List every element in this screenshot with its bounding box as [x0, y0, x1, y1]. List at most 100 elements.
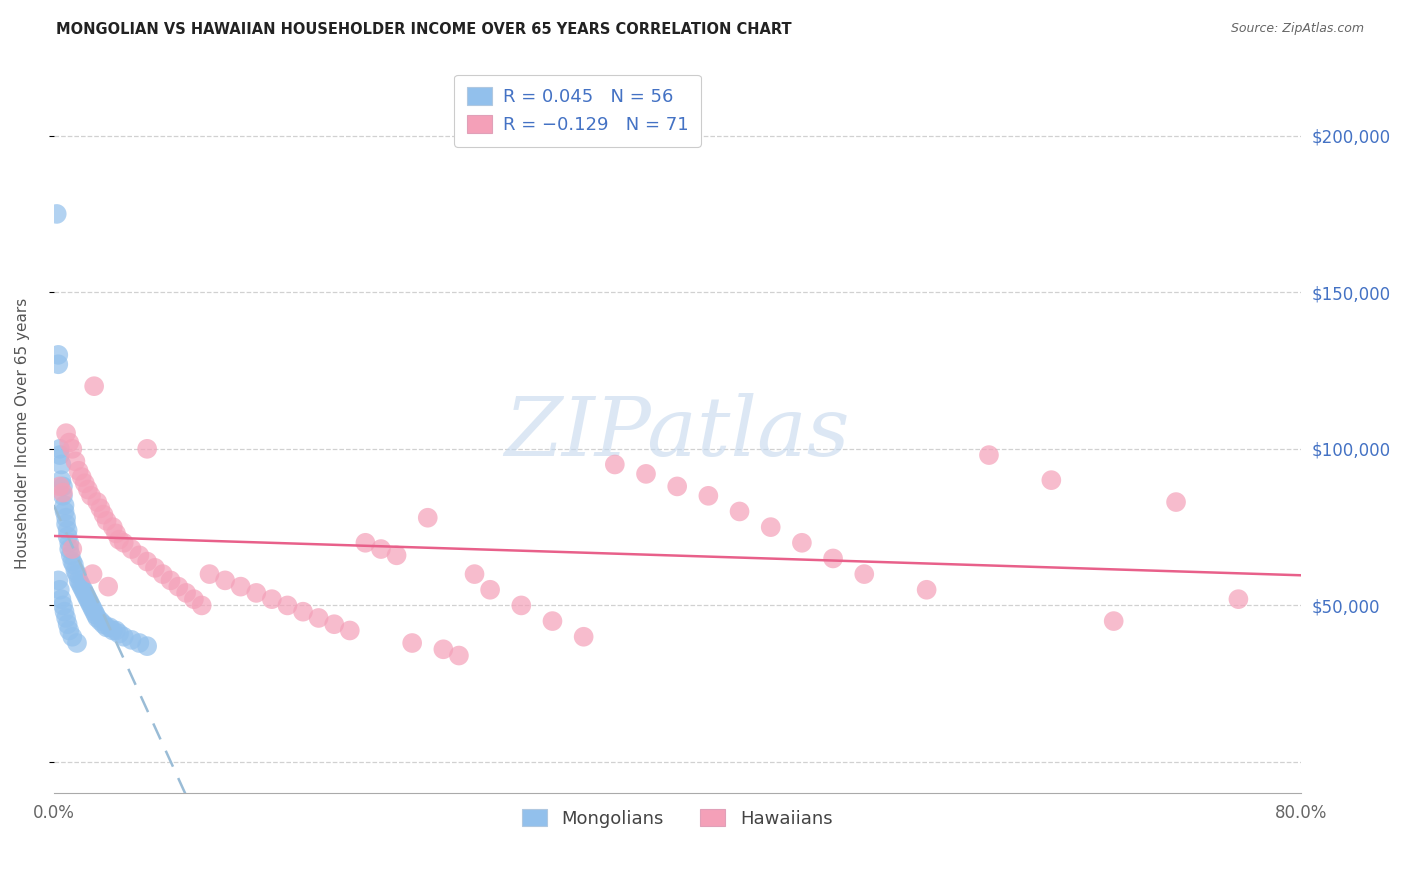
- Point: [1102, 614, 1125, 628]
- Point: [52, 599, 75, 613]
- Point: [55, 611, 77, 625]
- Point: [97, 580, 120, 594]
- Point: [56, 529, 79, 543]
- Point: [401, 636, 423, 650]
- Point: [70, 470, 93, 484]
- Point: [72, 582, 94, 597]
- Point: [121, 632, 143, 647]
- Point: [136, 555, 159, 569]
- Point: [447, 648, 470, 663]
- Point: [58, 624, 80, 638]
- Point: [52, 489, 75, 503]
- Point: [63, 558, 86, 572]
- Point: [260, 592, 283, 607]
- Point: [51, 458, 73, 472]
- Point: [96, 620, 118, 634]
- Point: [416, 510, 439, 524]
- Point: [67, 574, 90, 588]
- Point: [112, 630, 135, 644]
- Point: [339, 624, 361, 638]
- Point: [58, 542, 80, 557]
- Point: [276, 599, 298, 613]
- Point: [49, 442, 72, 456]
- Point: [49, 582, 72, 597]
- Point: [385, 549, 408, 563]
- Point: [55, 516, 77, 531]
- Point: [152, 567, 174, 582]
- Point: [697, 489, 720, 503]
- Point: [634, 467, 657, 481]
- Point: [83, 605, 105, 619]
- Point: [55, 510, 77, 524]
- Point: [96, 514, 118, 528]
- Point: [80, 489, 103, 503]
- Point: [46, 574, 69, 588]
- Point: [70, 580, 93, 594]
- Point: [75, 589, 97, 603]
- Point: [52, 479, 75, 493]
- Point: [73, 586, 96, 600]
- Point: [66, 567, 89, 582]
- Point: [56, 617, 79, 632]
- Point: [915, 582, 938, 597]
- Point: [58, 536, 80, 550]
- Point: [69, 576, 91, 591]
- Point: [198, 567, 221, 582]
- Point: [60, 555, 83, 569]
- Point: [51, 592, 73, 607]
- Point: [82, 567, 104, 582]
- Point: [49, 479, 72, 493]
- Point: [108, 626, 131, 640]
- Point: [432, 642, 454, 657]
- Point: [790, 536, 813, 550]
- Point: [101, 624, 124, 638]
- Point: [101, 520, 124, 534]
- Point: [66, 636, 89, 650]
- Point: [572, 630, 595, 644]
- Point: [77, 592, 100, 607]
- Point: [1164, 495, 1187, 509]
- Point: [112, 536, 135, 550]
- Point: [51, 473, 73, 487]
- Point: [73, 476, 96, 491]
- Y-axis label: Householder Income Over 65 years: Householder Income Over 65 years: [15, 298, 30, 569]
- Point: [136, 639, 159, 653]
- Point: [82, 601, 104, 615]
- Point: [89, 501, 111, 516]
- Point: [104, 526, 127, 541]
- Point: [60, 442, 83, 456]
- Point: [853, 567, 876, 582]
- Point: [104, 624, 127, 638]
- Point: [308, 611, 330, 625]
- Point: [190, 599, 212, 613]
- Point: [58, 435, 80, 450]
- Text: ZIPatlas: ZIPatlas: [505, 393, 851, 473]
- Point: [603, 458, 626, 472]
- Point: [323, 617, 346, 632]
- Legend: Mongolians, Hawaiians: Mongolians, Hawaiians: [515, 802, 839, 835]
- Point: [108, 533, 131, 547]
- Point: [89, 614, 111, 628]
- Point: [977, 448, 1000, 462]
- Point: [159, 574, 181, 588]
- Point: [93, 617, 115, 632]
- Point: [121, 542, 143, 557]
- Point: [666, 479, 689, 493]
- Point: [53, 504, 76, 518]
- Point: [464, 567, 486, 582]
- Point: [65, 454, 87, 468]
- Point: [759, 520, 782, 534]
- Point: [128, 549, 150, 563]
- Point: [77, 483, 100, 497]
- Point: [136, 442, 159, 456]
- Point: [245, 586, 267, 600]
- Point: [541, 614, 564, 628]
- Point: [214, 574, 236, 588]
- Point: [143, 561, 166, 575]
- Point: [67, 464, 90, 478]
- Point: [292, 605, 315, 619]
- Point: [370, 542, 392, 557]
- Point: [83, 379, 105, 393]
- Text: MONGOLIAN VS HAWAIIAN HOUSEHOLDER INCOME OVER 65 YEARS CORRELATION CHART: MONGOLIAN VS HAWAIIAN HOUSEHOLDER INCOME…: [56, 22, 792, 37]
- Point: [53, 605, 76, 619]
